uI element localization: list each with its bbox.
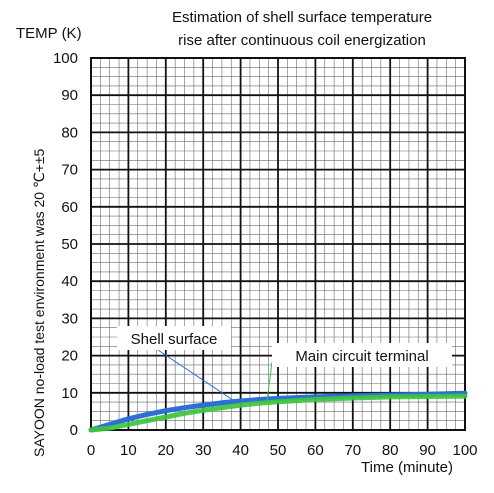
plot-frame	[90, 57, 466, 431]
grid	[90, 57, 466, 431]
x-tick-label: 30	[195, 442, 212, 459]
x-tick-label: 70	[344, 442, 361, 459]
leader-line-main-circuit-terminal	[266, 361, 273, 403]
y-tick-label: 10	[61, 385, 78, 402]
y-tick-label: 50	[61, 236, 78, 253]
x-tick-label: 40	[232, 442, 249, 459]
side-note: SAYOON no-load test environment was 20 ℃…	[31, 148, 47, 457]
annotations: Shell surface Main circuit terminal	[117, 326, 452, 403]
x-tick-label: 50	[270, 442, 287, 459]
y-tick-label: 20	[61, 348, 78, 365]
x-axis-label: Time (minute)	[361, 459, 453, 476]
x-tick-label: 100	[452, 442, 477, 459]
x-tick-label: 0	[87, 442, 95, 459]
x-tick-label: 80	[382, 442, 399, 459]
tick-labels: 0 10 20 30 40 50 60 70 80 90 100 0 10 20 30 40 50 60 70 80 9…	[53, 50, 478, 459]
y-tick-label: 90	[61, 87, 78, 104]
label-bg-main-circuit-terminal	[272, 343, 452, 367]
leader-line-shell-surface	[157, 349, 234, 401]
x-tick-label: 20	[157, 442, 174, 459]
chart-title-line-1: Estimation of shell surface temperature	[172, 9, 432, 26]
y-tick-label: 60	[61, 199, 78, 216]
label-shell-surface: Shell surface	[131, 331, 218, 348]
y-axis-label: TEMP (K)	[16, 25, 82, 42]
y-tick-label: 0	[70, 422, 78, 439]
x-tick-label: 90	[419, 442, 436, 459]
y-tick-label: 80	[61, 124, 78, 141]
chart-title-line-2: rise after continuous coil energization	[178, 32, 426, 49]
label-main-circuit-terminal: Main circuit terminal	[295, 348, 428, 365]
series-lines	[88, 390, 468, 433]
x-tick-label: 10	[120, 442, 137, 459]
x-tick-label: 60	[307, 442, 324, 459]
label-bg-shell-surface	[117, 326, 231, 350]
series-line-main-circuit-terminal	[88, 393, 468, 433]
y-tick-label: 30	[61, 310, 78, 327]
y-tick-label: 70	[61, 162, 78, 179]
y-tick-label: 40	[61, 273, 78, 290]
y-tick-label: 100	[53, 50, 78, 67]
